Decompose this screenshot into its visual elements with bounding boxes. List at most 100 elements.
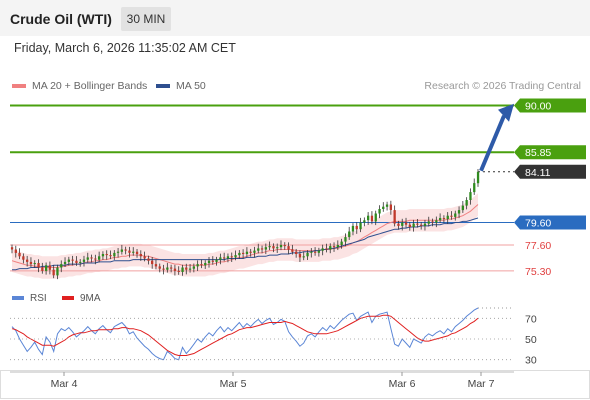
candle-body [67, 259, 70, 262]
legend-ma20: MA 20 + Bollinger Bands [12, 80, 147, 92]
candle-body [200, 264, 203, 266]
candle-body [476, 171, 480, 184]
legend-rsi-swatch [12, 296, 24, 301]
candle-body [101, 254, 105, 257]
candle-body [469, 192, 472, 200]
candle-body [173, 268, 177, 271]
candle-body [151, 260, 154, 265]
candle-body [454, 213, 457, 217]
level-tag-label-3: 79.60 [525, 218, 551, 230]
candle-body [204, 263, 207, 266]
candle-body [287, 246, 290, 250]
candle-body [276, 247, 279, 249]
candle-body [41, 267, 44, 271]
candle-body [33, 263, 36, 265]
candle-body [26, 259, 29, 262]
candle-body [56, 267, 59, 276]
candle-body [86, 257, 89, 260]
candle-body [279, 245, 283, 248]
candle-body [351, 225, 355, 232]
candle-body [147, 258, 150, 261]
candle-body [397, 223, 400, 226]
candle-body [230, 256, 233, 258]
forecast-arrow-head [498, 103, 514, 122]
candle-body [389, 204, 392, 211]
candle-body [135, 251, 139, 254]
candle-body [260, 248, 264, 250]
candle-body [124, 249, 127, 251]
candle-body [314, 251, 317, 253]
candle-body [116, 251, 120, 253]
rsi-tick-70: 70 [525, 313, 537, 325]
candle-body [344, 237, 347, 242]
candle-body [139, 254, 142, 257]
candle-body [132, 251, 135, 253]
candle-body [215, 259, 218, 262]
level-tag-label-0: 90.00 [525, 101, 551, 113]
candle-body [374, 213, 377, 222]
candle-body [14, 249, 17, 253]
timeframe-button[interactable]: 30 MIN [121, 7, 171, 31]
candle-body [393, 210, 396, 224]
candle-body [473, 183, 476, 193]
level-tag-3 [514, 215, 586, 230]
candle-body [120, 249, 123, 252]
candle-body [185, 267, 188, 270]
candle-body [291, 249, 294, 252]
candle-body [170, 267, 173, 269]
candle-body [439, 218, 442, 221]
candle-body [181, 267, 184, 272]
x-tick-label: Mar 7 [468, 378, 495, 390]
candle-body [242, 252, 245, 254]
legend-rsi-label: RSI [30, 293, 47, 304]
candle-body [143, 256, 146, 259]
candle-body [71, 259, 74, 261]
candle-body [340, 241, 343, 245]
candle-body [378, 209, 381, 214]
candle-body [295, 251, 298, 254]
rsi-line [11, 307, 479, 361]
candle-body [257, 248, 260, 251]
candle-body [401, 222, 404, 226]
candle-body [22, 256, 25, 260]
candle-body [336, 245, 339, 248]
x-axis-frame [0, 370, 590, 399]
candle-body [416, 223, 419, 225]
x-tick-label: Mar 4 [51, 378, 78, 390]
candle-body [435, 220, 438, 223]
candle-body [370, 215, 374, 222]
candle-body [359, 222, 362, 230]
candle-body [211, 260, 214, 262]
candle-body [219, 257, 222, 260]
candle-body [367, 215, 370, 221]
rsi-tick-50: 50 [525, 334, 537, 346]
candle-body [385, 204, 389, 207]
candle-body [317, 250, 320, 253]
candle-body [363, 220, 366, 223]
candle-body [442, 218, 446, 220]
candle-body [408, 224, 411, 227]
candle-body [52, 269, 55, 276]
x-tick-label: Mar 5 [220, 378, 247, 390]
candle-body [382, 206, 385, 209]
candle-body [63, 261, 67, 265]
candle-body [98, 256, 101, 260]
level-tag-2 [514, 164, 586, 179]
legend-ma9: 9MA [62, 293, 101, 304]
ma20-line [11, 204, 479, 268]
rsi-ma9-line [11, 314, 479, 356]
level-tag-label-1: 85.85 [525, 147, 551, 159]
candle-body [223, 257, 226, 259]
forecast-arrow-shaft [479, 114, 506, 172]
candle-body [249, 251, 252, 253]
candle-body [188, 268, 192, 270]
candle-body [37, 263, 40, 268]
timestamp: Friday, March 6, 2026 11:35:02 AM CET [14, 41, 236, 55]
level-tag-label-2: 84.11 [525, 167, 551, 179]
rsi-tick-30: 30 [525, 355, 537, 367]
legend-ma50: MA 50 [156, 80, 206, 92]
candle-body [192, 266, 195, 269]
candle-body [332, 246, 336, 248]
candle-body [82, 259, 86, 262]
